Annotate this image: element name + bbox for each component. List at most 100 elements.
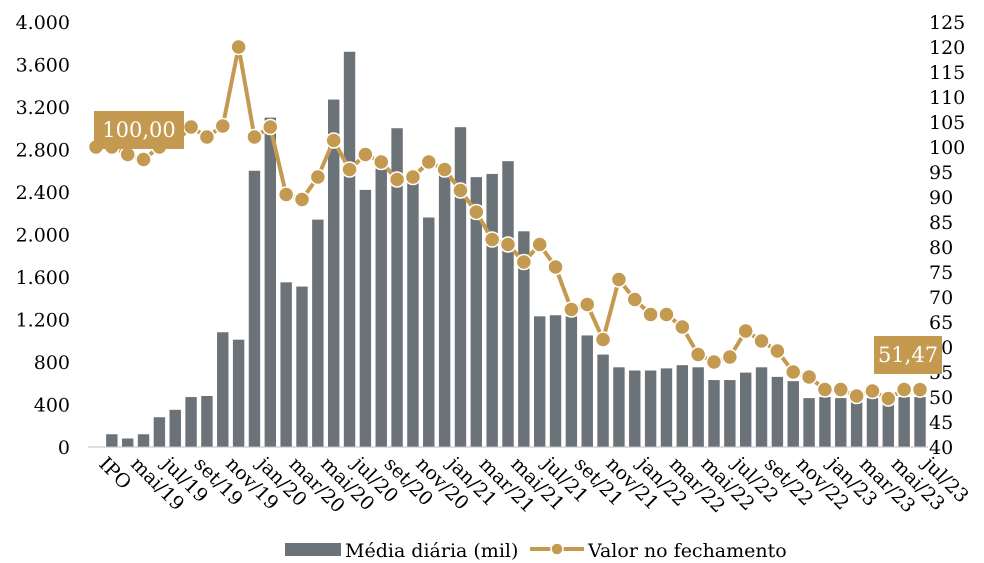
bar	[438, 168, 451, 448]
line-point	[737, 322, 754, 340]
bar	[533, 316, 546, 447]
bar	[407, 181, 419, 448]
line-point	[277, 186, 295, 203]
right-tick-label: 105	[929, 112, 965, 134]
bar	[597, 354, 609, 447]
right-tick-label: 115	[929, 62, 965, 84]
bar	[692, 367, 704, 447]
bar	[819, 397, 831, 447]
line-series	[87, 38, 929, 407]
line-point	[468, 203, 485, 221]
bar	[565, 316, 578, 447]
bar	[391, 128, 403, 447]
line-point	[864, 382, 881, 400]
bar	[660, 368, 673, 448]
bar	[423, 217, 435, 447]
legend-line-marker	[550, 542, 564, 556]
right-tick-label: 50	[929, 387, 953, 409]
line-point	[246, 128, 263, 146]
line-point	[309, 168, 327, 186]
bar	[866, 398, 879, 448]
bar	[803, 398, 815, 448]
bar	[518, 231, 530, 447]
line-point	[721, 348, 739, 366]
line-point	[880, 390, 897, 407]
line-point	[848, 387, 865, 405]
right-tick-label: 65	[929, 312, 953, 334]
line-point	[404, 168, 422, 186]
left-tick-label: 3.600	[16, 55, 70, 77]
line-point	[769, 342, 786, 360]
callout-label: 100,00	[102, 118, 175, 142]
x-axis-ticks: IPOmai/19jul/19set/19nov/19jan/20mar/20m…	[94, 452, 972, 518]
line-point	[578, 296, 596, 313]
bar	[771, 376, 784, 448]
line-point	[341, 161, 358, 178]
right-tick-label: 80	[929, 237, 953, 259]
bar	[248, 170, 261, 447]
line-point	[705, 353, 723, 371]
bar	[312, 219, 324, 448]
line-point	[594, 331, 612, 348]
line-point	[262, 118, 279, 136]
left-tick-label: 1.600	[16, 267, 70, 289]
right-tick-label: 125	[929, 12, 965, 34]
bar	[375, 168, 387, 448]
line-point	[420, 153, 438, 171]
line-point	[689, 346, 707, 363]
bar-series	[106, 51, 926, 448]
right-tick-label: 120	[929, 37, 965, 59]
x-tick-label: IPO	[94, 453, 135, 494]
bar	[296, 286, 308, 447]
line-point	[816, 381, 834, 398]
line-point	[452, 182, 469, 199]
line-point	[357, 146, 374, 163]
line-point	[230, 38, 247, 56]
legend-bar-label: Média diária (mil)	[345, 540, 518, 562]
bar	[486, 173, 498, 447]
line-point	[547, 258, 564, 276]
bar	[343, 51, 356, 447]
bar	[153, 417, 166, 447]
left-tick-label: 800	[34, 352, 70, 374]
line-point	[325, 132, 342, 149]
callout-box	[94, 111, 184, 149]
line-point	[642, 306, 659, 323]
bar	[644, 370, 657, 447]
bar	[724, 380, 736, 447]
bar	[629, 370, 641, 447]
line-point	[563, 301, 580, 318]
bar	[217, 332, 229, 447]
line-point	[832, 381, 850, 398]
left-tick-label: 400	[34, 395, 70, 417]
bar	[914, 397, 926, 447]
left-tick-label: 1.200	[16, 310, 70, 332]
bar	[708, 380, 720, 447]
bar	[581, 335, 593, 447]
right-tick-label: 95	[929, 162, 953, 184]
bar	[185, 397, 197, 447]
line-point	[515, 253, 533, 271]
bar	[232, 339, 245, 447]
bar	[755, 367, 768, 447]
callout-label: 51,47	[878, 343, 938, 367]
line-point	[911, 381, 929, 398]
bar	[850, 401, 863, 447]
bar	[787, 381, 799, 448]
left-tick-label: 2.400	[16, 182, 70, 204]
line-point	[626, 291, 644, 308]
bar	[264, 117, 277, 448]
bar	[898, 397, 910, 447]
line-point	[784, 363, 802, 381]
line-point	[658, 306, 675, 323]
left-tick-label: 4.000	[16, 12, 70, 34]
left-axis-ticks: 0 400 800 1.200 1.600 2.000 2.400 2.800 3.200 3.6…	[16, 12, 70, 459]
bar	[121, 438, 134, 447]
right-tick-label: 40	[929, 437, 953, 459]
right-tick-label: 90	[929, 187, 953, 209]
bar	[327, 99, 340, 447]
line-point	[531, 236, 548, 253]
right-tick-label: 70	[929, 287, 953, 309]
line-point	[182, 118, 200, 136]
